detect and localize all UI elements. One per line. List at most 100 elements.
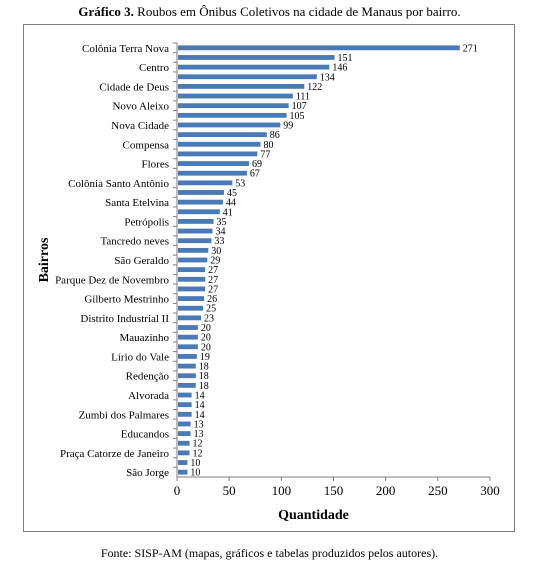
- bar: [178, 247, 209, 253]
- bar-value-label: 30: [211, 246, 221, 257]
- bar-value-label: 18: [199, 381, 209, 392]
- bar: [178, 141, 261, 147]
- bar: [178, 392, 192, 398]
- bar-value-label: 19: [200, 352, 210, 363]
- bar-value-label: 35: [217, 217, 227, 228]
- category-label: Nova Cidade: [111, 120, 169, 132]
- bar-value-label: 10: [190, 468, 200, 479]
- bar-value-label: 18: [199, 371, 209, 382]
- bar-value-label: 134: [320, 72, 335, 83]
- caption-text: Roubos em Ônibus Coletivos na cidade de …: [133, 4, 461, 19]
- bar: [178, 402, 192, 408]
- x-tick-label: 150: [324, 483, 344, 498]
- bar-value-label: 27: [208, 284, 218, 295]
- bar: [178, 354, 197, 359]
- bar-value-label: 14: [195, 400, 205, 411]
- bar-value-label: 77: [260, 149, 270, 160]
- category-label: Colônia Terra Nova: [82, 43, 169, 55]
- bar: [178, 267, 206, 273]
- category-label: Tancredo neves: [100, 236, 169, 248]
- category-label: Praça Catorze de Janeiro: [60, 448, 170, 460]
- category-label: Cidade de Deus: [99, 81, 169, 93]
- category-label: Alvorada: [128, 390, 169, 402]
- x-tick-label: 50: [223, 483, 236, 498]
- bar-value-label: 99: [283, 120, 293, 131]
- bar: [178, 382, 196, 388]
- x-tick-label: 200: [376, 483, 396, 498]
- category-label: São Jorge: [126, 467, 169, 479]
- category-label: Colônia Santo Antônio: [68, 178, 169, 190]
- bar: [178, 151, 258, 157]
- bar-value-label: 44: [226, 198, 236, 209]
- bar: [178, 440, 190, 446]
- bar-value-label: 27: [208, 265, 218, 276]
- bar-value-label: 10: [190, 458, 200, 469]
- category-label: Zumbi dos Palmares: [79, 409, 169, 421]
- bar-value-label: 27: [208, 275, 218, 286]
- bar-value-label: 13: [194, 429, 204, 440]
- caption-label: Gráfico 3.: [78, 4, 134, 19]
- category-label: Redenção: [126, 371, 170, 383]
- bar-value-label: 23: [204, 313, 214, 324]
- category-label: Novo Aleixo: [112, 101, 169, 113]
- bar: [178, 334, 198, 340]
- bar-value-label: 34: [215, 227, 225, 238]
- bar: [178, 83, 305, 89]
- category-label: Mauazinho: [120, 332, 170, 344]
- bar-value-label: 45: [227, 188, 237, 199]
- bar-value-label: 26: [207, 294, 217, 305]
- bar: [178, 460, 188, 465]
- bar: [178, 296, 205, 301]
- bar: [178, 421, 191, 427]
- bar-value-label: 20: [201, 323, 211, 334]
- category-label: Gilberto Mestrinho: [84, 294, 169, 306]
- source-note: Fonte: SISP-AM (mapas, gráficos e tabela…: [100, 546, 439, 560]
- bar: [178, 199, 223, 205]
- category-label: Lírio do Vale: [111, 351, 169, 363]
- bar: [178, 180, 233, 186]
- bar-value-label: 25: [206, 304, 216, 315]
- bar: [178, 219, 214, 224]
- bar-value-label: 271: [463, 43, 478, 54]
- bar: [178, 257, 208, 263]
- bar: [178, 170, 247, 176]
- x-tick-label: 300: [480, 483, 500, 498]
- x-tick-label: 250: [428, 483, 448, 498]
- bar-value-label: 146: [332, 63, 347, 74]
- figure-caption: Gráfico 3. Roubos em Ônibus Coletivos na…: [0, 4, 539, 20]
- bar: [178, 64, 330, 70]
- bar-value-label: 20: [201, 333, 211, 344]
- bar: [178, 132, 267, 138]
- bar-value-label: 13: [194, 419, 204, 430]
- bar-value-label: 86: [270, 130, 280, 141]
- bar: [178, 122, 281, 128]
- bar: [178, 431, 191, 437]
- bar: [178, 373, 196, 379]
- chart-frame: 271 Colônia Terra Nova 151 146 Centro 134 122 C…: [23, 24, 515, 532]
- category-label: Santa Etelvina: [105, 197, 169, 209]
- category-label: Centro: [139, 62, 169, 74]
- bar-value-label: 12: [193, 448, 203, 459]
- bar: [178, 45, 460, 51]
- bar-value-label: 14: [195, 391, 205, 402]
- bar: [178, 238, 212, 244]
- bar: [178, 469, 188, 475]
- bar: [178, 363, 196, 369]
- bar-value-label: 29: [210, 256, 220, 267]
- bar-value-label: 18: [199, 362, 209, 373]
- bar-value-label: 122: [307, 82, 322, 93]
- bar: [178, 228, 213, 234]
- bar-value-label: 111: [296, 92, 310, 103]
- category-label: Educandos: [121, 429, 169, 441]
- bar-value-label: 69: [252, 159, 262, 170]
- x-tick-label: 0: [174, 483, 181, 498]
- bar: [178, 315, 201, 321]
- bar: [178, 325, 198, 330]
- bar-value-label: 105: [290, 111, 305, 122]
- x-tick-label: 100: [272, 483, 292, 498]
- bar: [178, 55, 335, 60]
- bar-value-label: 14: [195, 410, 205, 421]
- bar: [178, 276, 206, 282]
- bar: [178, 93, 293, 99]
